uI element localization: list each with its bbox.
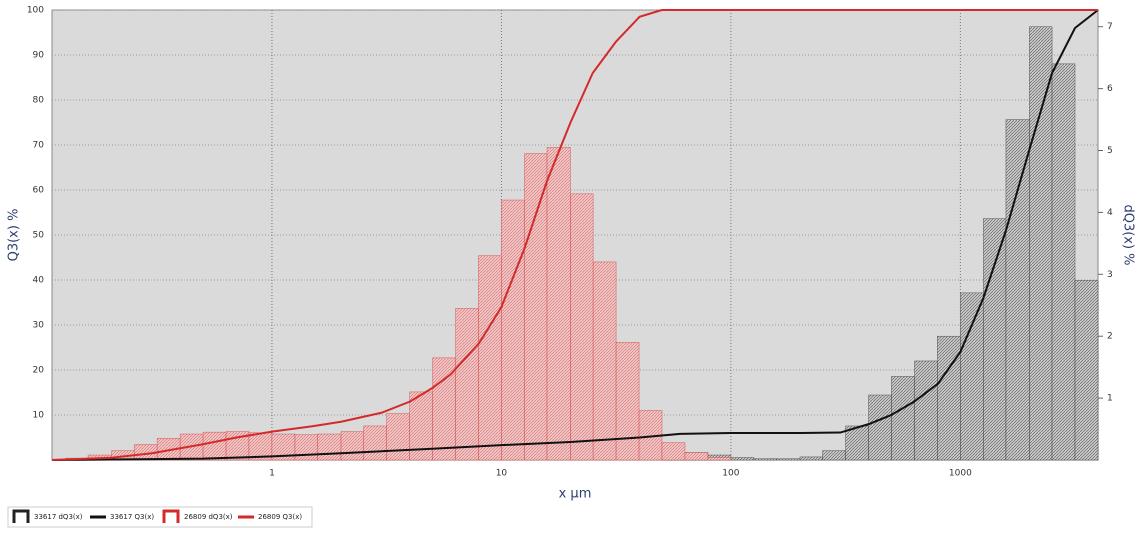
histogram-bar bbox=[960, 292, 984, 461]
histogram-bar bbox=[363, 425, 387, 461]
legend-box bbox=[7, 506, 313, 528]
histogram-bar bbox=[937, 335, 961, 461]
histogram-bar bbox=[983, 218, 1007, 461]
histogram-bar bbox=[340, 431, 364, 461]
histogram-bar bbox=[753, 458, 777, 461]
y2-axis-title: dQ3(x) % bbox=[1121, 204, 1136, 265]
histogram-bar bbox=[615, 342, 640, 461]
legend-swatch bbox=[162, 509, 180, 523]
y-tick-label: 60 bbox=[33, 186, 45, 196]
y2-tick-label: 2 bbox=[1107, 332, 1113, 342]
q3-line bbox=[51, 9, 1098, 461]
histogram-bar bbox=[317, 433, 342, 461]
y-tick-label: 50 bbox=[33, 231, 45, 241]
y2-tick-label: 4 bbox=[1107, 208, 1113, 218]
y-tick-label: 20 bbox=[33, 366, 45, 376]
x-tick-label: 1 bbox=[269, 469, 275, 479]
histogram-bar bbox=[592, 261, 617, 461]
histogram-bar bbox=[546, 147, 571, 461]
histogram-bar bbox=[202, 431, 227, 461]
histogram-bar bbox=[822, 450, 846, 461]
histogram-bar bbox=[524, 153, 548, 461]
y-tick-label: 100 bbox=[27, 6, 44, 16]
legend-label: 26809 dQ3(x) bbox=[184, 513, 233, 521]
histogram-bar bbox=[1005, 119, 1030, 461]
histogram-bar bbox=[1074, 280, 1099, 461]
y-tick-label: 90 bbox=[33, 51, 45, 61]
histogram-bar bbox=[570, 193, 594, 461]
histogram-bar bbox=[707, 457, 732, 461]
y-tick-label: 10 bbox=[33, 411, 45, 421]
histogram-bar bbox=[661, 442, 686, 461]
y2-tick-label: 1 bbox=[1107, 394, 1113, 404]
x-axis-title: x µm bbox=[559, 487, 592, 502]
x-tick-label: 100 bbox=[722, 469, 739, 479]
histogram-bar bbox=[684, 452, 709, 461]
legend-label: 26809 Q3(x) bbox=[258, 513, 302, 521]
histogram-bar bbox=[478, 255, 502, 461]
legend-label: 33617 Q3(x) bbox=[110, 513, 154, 521]
y-axis-title: Q3(x) % bbox=[7, 209, 22, 262]
histogram-bar bbox=[730, 457, 755, 461]
y-tick-label: 40 bbox=[33, 276, 45, 286]
x-tick-label: 1000 bbox=[949, 469, 972, 479]
histogram-bar bbox=[1029, 26, 1053, 461]
histogram-bar bbox=[1051, 63, 1076, 461]
histogram-bar bbox=[386, 413, 410, 461]
x-tick-label: 10 bbox=[496, 469, 508, 479]
y2-tick-label: 3 bbox=[1107, 270, 1113, 280]
y2-tick-label: 5 bbox=[1107, 146, 1113, 156]
histogram-bar bbox=[845, 425, 869, 461]
histogram-bar bbox=[914, 360, 938, 461]
y-tick-label: 70 bbox=[33, 141, 45, 151]
histogram-bar bbox=[776, 458, 801, 461]
histogram-bar bbox=[868, 394, 892, 461]
histogram-bar bbox=[455, 308, 479, 461]
legend-swatch bbox=[12, 509, 30, 523]
histogram-bar bbox=[501, 199, 525, 461]
legend-label: 33617 dQ3(x) bbox=[34, 513, 83, 521]
histogram-bar bbox=[891, 376, 915, 461]
y-tick-label: 80 bbox=[33, 96, 45, 106]
y2-tick-label: 6 bbox=[1107, 84, 1113, 94]
y2-tick-label: 7 bbox=[1107, 22, 1113, 32]
y-tick-label: 30 bbox=[33, 321, 45, 331]
q3-line bbox=[51, 9, 1099, 461]
histogram-bar bbox=[799, 456, 823, 461]
